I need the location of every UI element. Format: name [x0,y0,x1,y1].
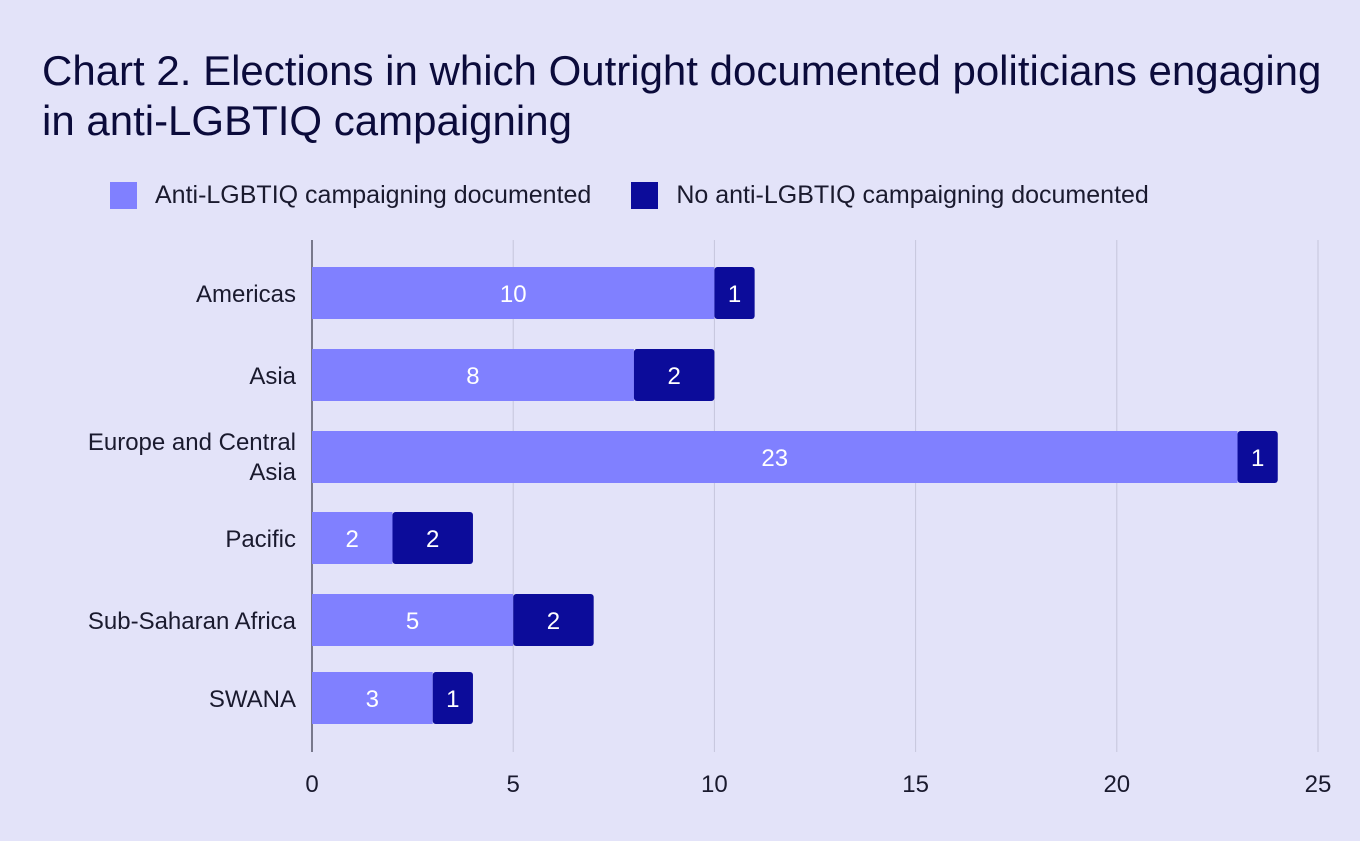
x-tick-label-0: 0 [305,771,318,798]
bar-no-anti-3 [392,512,473,564]
legend-swatch-no-anti [631,181,659,209]
bar-anti-1 [312,349,634,401]
category-label-2: Europe and Central Asia [88,429,297,486]
category-label-5: SWANA [209,686,296,713]
bar-label-anti-3: 2 [346,526,359,553]
legend-label-no-anti: No anti-LGBTIQ campaigning documented [676,180,1149,209]
x-tick-label-15: 15 [902,771,929,798]
x-tick-label-25: 25 [1305,771,1332,798]
bar-anti-5 [312,672,433,724]
bar-label-anti-2: 23 [761,445,788,472]
bar-label-anti-1: 8 [466,363,479,390]
x-tick-label-5: 5 [507,771,520,798]
bar-no-anti-0 [714,267,755,319]
legend-label-anti: Anti-LGBTIQ campaigning documented [155,180,592,209]
x-tick-label-20: 20 [1103,771,1130,798]
bar-label-anti-0: 10 [500,281,527,308]
bar-no-anti-4 [513,594,594,646]
bar-no-anti-2 [1237,431,1278,483]
legend-swatch-anti [110,181,137,209]
bar-no-anti-1 [633,349,715,401]
legend-item-anti: Anti-LGBTIQ campaigning documented [110,181,591,210]
bar-label-no-anti-5: 1 [446,686,459,713]
legend-item-no-anti: No anti-LGBTIQ campaigning documented [631,180,1149,210]
chart-title: Chart 2. Elections in which Outright doc… [42,47,1322,144]
bar-label-anti-5: 3 [366,686,379,713]
category-label-4: Sub-Saharan Africa [88,608,297,635]
category-label-0: Americas [196,281,296,308]
bar-label-no-anti-0: 1 [728,281,741,308]
bar-anti-0 [312,267,715,319]
bar-label-anti-4: 5 [406,608,419,635]
bar-anti-3 [312,512,393,564]
category-label-1: Asia [249,363,296,390]
bar-label-no-anti-1: 2 [667,363,680,390]
x-tick-label-10: 10 [701,771,728,798]
bar-no-anti-5 [432,672,473,724]
bar-label-no-anti-2: 1 [1251,445,1264,472]
bar-anti-4 [312,594,514,646]
bar-label-no-anti-3: 2 [426,526,439,553]
chart-legend: Anti-LGBTIQ campaigning documented No an… [110,180,1189,210]
bar-anti-2 [312,431,1238,483]
bar-label-no-anti-4: 2 [547,608,560,635]
category-label-3: Pacific [225,526,296,553]
